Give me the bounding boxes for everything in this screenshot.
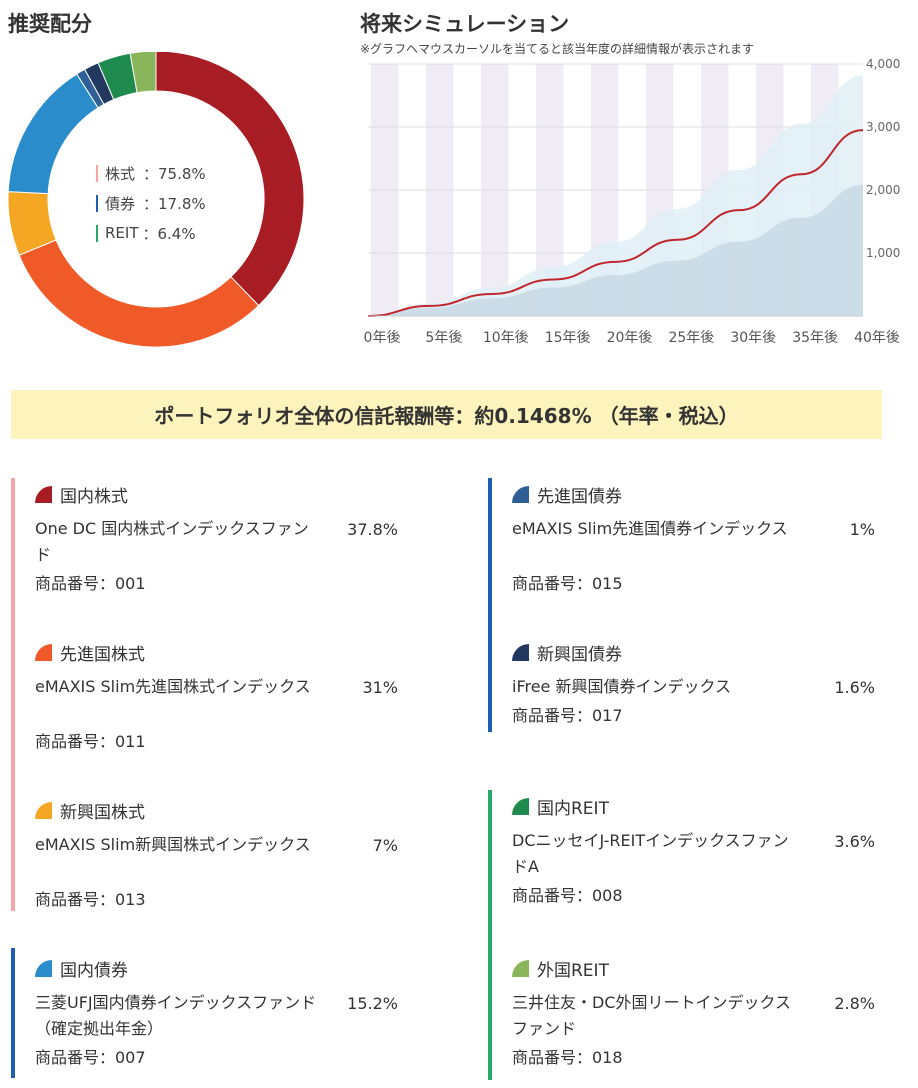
leaf-icon bbox=[35, 644, 52, 661]
leaf-icon bbox=[512, 486, 529, 503]
legend-label: 株式 bbox=[105, 164, 136, 183]
legend-value: ：75.8% bbox=[143, 164, 206, 183]
fund-code: 商品番号：013 bbox=[35, 890, 146, 909]
x-tick-label: 40年後 bbox=[854, 330, 900, 346]
simulation-title: 将来シミュレーション bbox=[360, 12, 570, 36]
category-label: 新興国株式 bbox=[60, 803, 145, 823]
fund-category-developed-bonds: 先進国債券 bbox=[512, 482, 622, 507]
category-label: 先進国債券 bbox=[537, 487, 622, 507]
legend-label: 債券 bbox=[105, 194, 136, 213]
y-tick-label: 4,000万 bbox=[866, 57, 900, 71]
fund-percentage: 1.6% bbox=[834, 678, 875, 697]
x-tick-label: 5年後 bbox=[425, 330, 462, 346]
category-label: 国内株式 bbox=[60, 487, 128, 507]
fund-category-domestic-reit: 国内REIT bbox=[512, 794, 609, 819]
x-tick-label: 25年後 bbox=[668, 330, 714, 346]
leaf-icon bbox=[512, 644, 529, 661]
x-tick-label: 35年後 bbox=[792, 330, 838, 346]
fund-code: 商品番号：001 bbox=[35, 574, 146, 593]
donut-slice-7[interactable] bbox=[129, 52, 157, 94]
legend-row-bonds: 債券 ：17.8% bbox=[96, 188, 206, 218]
leaf-icon bbox=[35, 960, 52, 977]
donut-slice-3[interactable] bbox=[7, 73, 99, 195]
category-label: 国内債券 bbox=[60, 961, 128, 981]
allocation-donut-chart[interactable] bbox=[6, 52, 306, 352]
fund-category-foreign-reit: 外国REIT bbox=[512, 956, 609, 981]
fund-code: 商品番号：011 bbox=[35, 732, 146, 751]
x-tick-label: 0年後 bbox=[364, 330, 401, 346]
x-tick-label: 20年後 bbox=[607, 330, 653, 346]
fund-category-emerging-stocks: 新興国株式 bbox=[35, 798, 145, 823]
reit-group: 国内REIT DCニッセイJ-REITインデックスファンドA 3.6% 商品番号… bbox=[488, 790, 883, 1080]
y-tick-label: 1,000万 bbox=[866, 246, 900, 260]
leaf-icon bbox=[35, 486, 52, 503]
fund-name-link[interactable]: 三井住友・DC外国リートインデックスファンド bbox=[512, 993, 792, 1038]
fund-category-domestic-bonds: 国内債券 bbox=[35, 956, 128, 981]
fund-code: 商品番号：008 bbox=[512, 886, 623, 905]
fund-category-domestic-stocks: 国内株式 bbox=[35, 482, 128, 507]
x-tick-label: 30年後 bbox=[730, 330, 776, 346]
y-tick-label: 3,000万 bbox=[866, 120, 900, 134]
median-line bbox=[367, 129, 864, 317]
leaf-icon bbox=[35, 802, 52, 819]
category-label: 先進国株式 bbox=[60, 645, 145, 665]
x-tick-label: 15年後 bbox=[545, 330, 591, 346]
fund-category-emerging-bonds: 新興国債券 bbox=[512, 640, 622, 665]
fund-code: 商品番号：007 bbox=[35, 1048, 146, 1067]
fund-percentage: 15.2% bbox=[347, 994, 398, 1013]
simulation-chart[interactable]: 1,000万 2,000万 3,000万 4,000万 0年後 5年後 10年後 15年後 20… bbox=[360, 56, 900, 356]
fund-name-link[interactable]: iFree 新興国債券インデックス bbox=[512, 677, 732, 696]
legend-label: REIT bbox=[105, 224, 139, 242]
y-tick-label: 2,000万 bbox=[866, 183, 900, 197]
fund-percentage: 1% bbox=[849, 520, 875, 539]
fund-percentage: 7% bbox=[372, 836, 398, 855]
stocks-group: 国内株式 One DC 国内株式インデックスファンド 37.8% 商品番号：00… bbox=[11, 478, 406, 911]
allocation-legend: 株式 ：75.8% 債券 ：17.8% REIT ：6.4% bbox=[96, 158, 206, 248]
legend-marker bbox=[96, 224, 98, 242]
fund-name-link[interactable]: eMAXIS Slim先進国株式インデックス bbox=[35, 677, 311, 696]
legend-marker bbox=[96, 164, 98, 182]
allocation-title: 推奨配分 bbox=[8, 12, 92, 36]
legend-row-stocks: 株式 ：75.8% bbox=[96, 158, 206, 188]
fund-code: 商品番号：015 bbox=[512, 574, 623, 593]
fund-name-link[interactable]: DCニッセイJ-REITインデックスファンドA bbox=[512, 831, 789, 876]
fund-percentage: 3.6% bbox=[834, 832, 875, 851]
fund-name-link[interactable]: 三菱UFJ国内債券インデックスファンド（確定拠出年金） bbox=[35, 993, 317, 1038]
leaf-icon bbox=[512, 798, 529, 815]
fund-code: 商品番号：017 bbox=[512, 706, 623, 725]
fee-banner: ポートフォリオ全体の信託報酬等：約0.1468% （年率・税込） bbox=[11, 390, 882, 439]
lower-range-area bbox=[368, 184, 863, 316]
category-label: 新興国債券 bbox=[537, 645, 622, 665]
donut-slice-1[interactable] bbox=[18, 239, 260, 348]
category-label: 国内REIT bbox=[537, 799, 609, 819]
simulation-note: ※グラフへマウスカーソルを当てると該当年度の詳細情報が表示されます bbox=[360, 42, 755, 56]
fund-name-link[interactable]: eMAXIS Slim新興国株式インデックス bbox=[35, 835, 311, 854]
legend-value: ：6.4% bbox=[142, 224, 196, 243]
bonds-group-left: 国内債券 三菱UFJ国内債券インデックスファンド（確定拠出年金） 15.2% 商… bbox=[11, 948, 406, 1078]
leaf-icon bbox=[512, 960, 529, 977]
fund-percentage: 37.8% bbox=[347, 520, 398, 539]
fund-category-developed-stocks: 先進国株式 bbox=[35, 640, 145, 665]
fund-name-link[interactable]: One DC 国内株式インデックスファンド bbox=[35, 519, 309, 564]
x-tick-label: 10年後 bbox=[483, 330, 529, 346]
fund-name-link[interactable]: eMAXIS Slim先進国債券インデックス bbox=[512, 519, 788, 538]
fund-percentage: 31% bbox=[362, 678, 398, 697]
legend-row-reit: REIT ：6.4% bbox=[96, 218, 206, 248]
fund-percentage: 2.8% bbox=[834, 994, 875, 1013]
legend-value: ：17.8% bbox=[143, 194, 206, 213]
legend-marker bbox=[96, 194, 98, 212]
donut-slice-0[interactable] bbox=[155, 52, 305, 307]
bonds-group-right: 先進国債券 eMAXIS Slim先進国債券インデックス 1% 商品番号：015… bbox=[488, 478, 883, 732]
fund-code: 商品番号：018 bbox=[512, 1048, 623, 1067]
category-label: 外国REIT bbox=[537, 961, 609, 981]
